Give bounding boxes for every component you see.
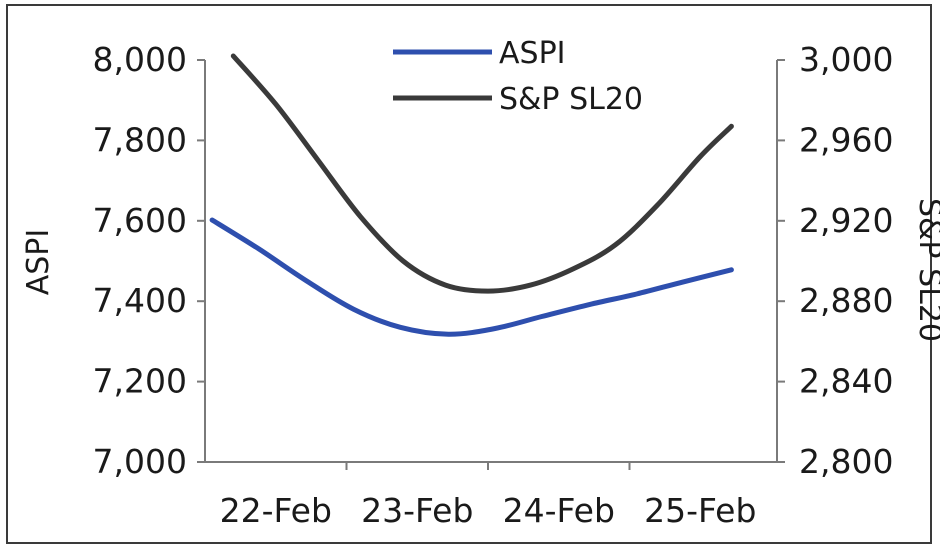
- left-y-tick-label: 7,800: [93, 120, 187, 159]
- left-y-tick-label: 7,400: [93, 281, 187, 320]
- x-tick-label: 22-Feb: [220, 491, 332, 527]
- right-y-tick-label: 2,880: [799, 281, 893, 320]
- x-tick-label: 25-Feb: [644, 491, 756, 527]
- right-y-tick-label: 2,960: [799, 120, 893, 159]
- left-y-tick-label: 7,200: [93, 362, 187, 401]
- left-y-tick-label: 7,000: [93, 442, 187, 481]
- left-y-tick-label: 8,000: [93, 40, 187, 79]
- left-y-axis-title: ASPI: [21, 229, 56, 296]
- right-y-tick-label: 2,920: [799, 201, 893, 240]
- right-y-axis-title: S&P SL20: [912, 198, 940, 342]
- series-line-sp-sl20: [230, 53, 734, 294]
- right-y-tick-label: 3,000: [799, 40, 893, 79]
- legend-label: S&P SL20: [499, 82, 643, 117]
- series-line-aspi: [209, 217, 734, 337]
- x-tick-label: 23-Feb: [361, 491, 473, 527]
- line-chart: 7,000 7,200 7,400 7,600 7,800 8,000 2,800 2,840…: [21, 36, 940, 527]
- x-tick-label: 24-Feb: [503, 491, 615, 527]
- left-y-tick-label: 7,600: [93, 201, 187, 240]
- right-y-tick-label: 2,800: [799, 442, 893, 481]
- legend-label: ASPI: [499, 36, 566, 71]
- right-y-tick-label: 2,840: [799, 362, 893, 401]
